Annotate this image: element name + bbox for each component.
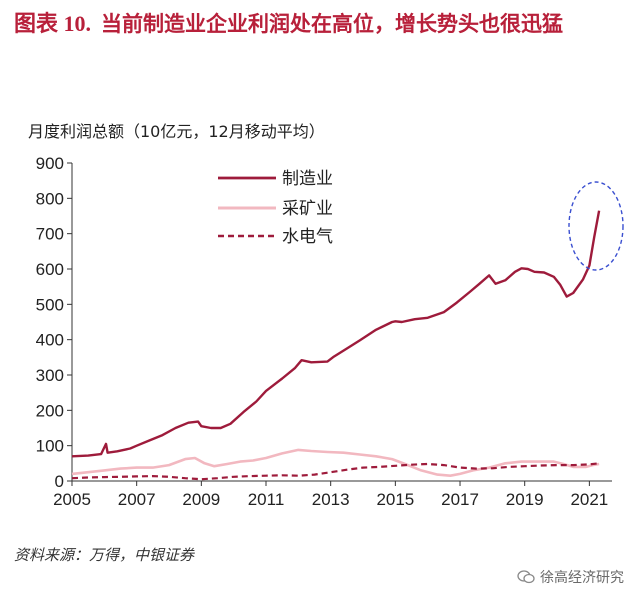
wechat-icon xyxy=(517,570,535,584)
y-tick-label: 900 xyxy=(36,154,64,173)
x-tick-label: 2015 xyxy=(376,490,414,509)
y-tick-label: 600 xyxy=(36,260,64,279)
x-tick-label: 2007 xyxy=(118,490,156,509)
x-tick-label: 2021 xyxy=(570,490,608,509)
x-tick-label: 2011 xyxy=(248,490,285,509)
watermark: 徐高经济研究 xyxy=(517,567,624,587)
y-tick-label: 400 xyxy=(36,331,64,350)
series-line-3 xyxy=(71,462,600,481)
chart-title: 图表 10. 当前制造业企业利润处在高位，增长势头也很迅猛 xyxy=(14,6,626,42)
y-tick-label: 700 xyxy=(36,225,64,244)
legend-label-2: 采矿业 xyxy=(282,199,333,219)
y-tick-label: 200 xyxy=(36,401,64,420)
x-tick-label: 2013 xyxy=(312,490,350,509)
series-line-1 xyxy=(71,210,601,458)
x-tick-label: 2009 xyxy=(182,490,220,509)
line-chart: 0 100 200 300 400 500 600 700 800 900 2005 2007 2009… xyxy=(36,154,624,509)
figure-title: 当前制造业企业利润处在高位，增长势头也很迅猛 xyxy=(101,11,564,36)
legend-label-1: 制造业 xyxy=(282,169,333,189)
highlight-ellipse xyxy=(568,181,624,271)
series-line-2 xyxy=(71,448,600,477)
y-tick-label: 100 xyxy=(36,437,64,456)
x-tick-label: 2017 xyxy=(441,490,479,509)
y-tick-label: 500 xyxy=(36,295,64,314)
y-tick-label: 800 xyxy=(36,189,64,208)
series-lines xyxy=(71,210,601,481)
source-note: 资料来源：万得，中银证券 xyxy=(14,546,195,564)
x-tick-label: 2019 xyxy=(506,490,544,509)
legend-label-3: 水电气 xyxy=(282,227,333,247)
y-tick-label: 0 xyxy=(55,472,64,491)
y-axis-label: 月度利润总额（10亿元，12月移动平均） xyxy=(28,122,325,141)
x-tick-label: 2005 xyxy=(53,490,91,509)
axes: 0 100 200 300 400 500 600 700 800 900 2005 2007 2009… xyxy=(36,154,612,509)
y-tick-label: 300 xyxy=(36,366,64,385)
watermark-text: 徐高经济研究 xyxy=(540,570,624,586)
figure-number: 图表 10. xyxy=(14,11,92,36)
annotations xyxy=(568,181,624,271)
